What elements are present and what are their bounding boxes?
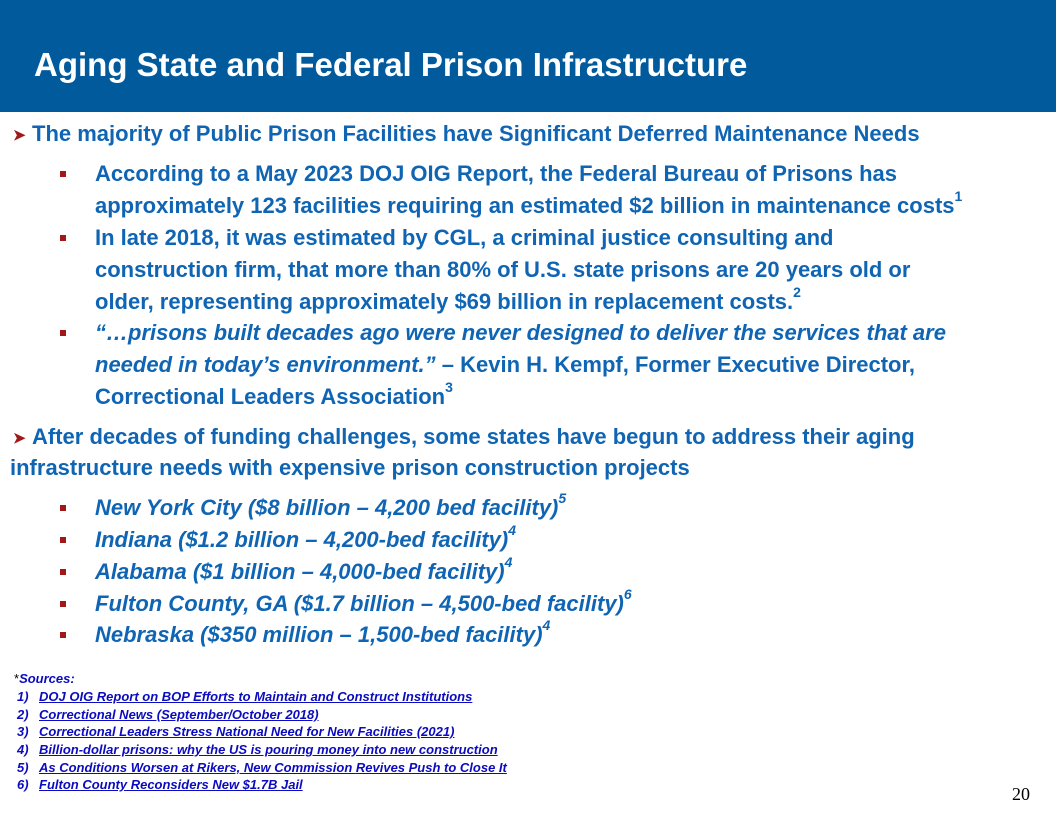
square-bullet-icon <box>60 235 66 241</box>
attribution-text: Correctional Leaders Association <box>95 384 446 409</box>
footnote-ref: 6 <box>623 586 632 602</box>
source-item: 2) Correctional News (September/October 2… <box>17 707 319 723</box>
sources-label-text: Sources: <box>19 671 75 686</box>
source-number: 3) <box>17 724 29 739</box>
square-bullet-icon <box>60 171 66 177</box>
square-bullet-icon <box>60 632 66 638</box>
quote-line: needed in today’s environment.” – Kevin … <box>95 352 915 378</box>
source-item: 4) Billion-dollar prisons: why the US is … <box>17 742 498 758</box>
section2-heading: infrastructure needs with expensive pris… <box>10 455 690 480</box>
bullet-line: approximately 123 facilities requiring a… <box>95 189 962 219</box>
sources-label: *Sources: <box>14 671 75 687</box>
source-item: 6) Fulton County Reconsiders New $1.7B Ja… <box>17 777 303 793</box>
square-bullet-icon <box>60 537 66 543</box>
bullet-line: construction firm, that more than 80% of… <box>95 257 911 282</box>
project-item: Fulton County, GA ($1.7 billion – 4,500-… <box>95 587 632 617</box>
source-number: 1) <box>17 689 29 704</box>
bullet-line: According to a May 2023 DOJ OIG Report, … <box>95 161 897 186</box>
source-item: 3) Correctional Leaders Stress National N… <box>17 724 454 740</box>
square-bullet-icon <box>60 569 66 575</box>
source-link[interactable]: Fulton County Reconsiders New $1.7B Jail <box>39 777 303 792</box>
quote-text: needed in today’s environment.” <box>95 352 436 377</box>
page-number: 20 <box>1012 784 1030 804</box>
source-link[interactable]: DOJ OIG Report on BOP Efforts to Maintai… <box>39 689 473 704</box>
section1-heading: The majority of Public Prison Facilities… <box>32 121 920 146</box>
project-text: New York City ($8 billion – 4,200 bed fa… <box>95 495 559 520</box>
bullet-line: In late 2018, it was estimated by CGL, a… <box>95 225 834 250</box>
arrow-bullet-icon: ➤ <box>13 127 26 144</box>
project-item: Nebraska ($350 million – 1,500-bed facil… <box>95 618 550 648</box>
arrow-bullet-icon: ➤ <box>13 430 26 447</box>
source-link[interactable]: As Conditions Worsen at Rikers, New Comm… <box>39 760 507 775</box>
asterisk: * <box>14 671 20 686</box>
source-item: 5) As Conditions Worsen at Rikers, New Co… <box>17 760 507 776</box>
source-link[interactable]: Correctional Leaders Stress National Nee… <box>39 724 455 739</box>
source-number: 5) <box>17 760 29 775</box>
project-text: Alabama ($1 billion – 4,000-bed facility… <box>95 559 505 584</box>
slide-title: Aging State and Federal Prison Infrastru… <box>34 46 748 83</box>
project-text: Nebraska ($350 million – 1,500-bed facil… <box>95 622 543 647</box>
footnote-ref: 2 <box>793 284 801 300</box>
square-bullet-icon <box>60 601 66 607</box>
title-bar: Aging State and Federal Prison Infrastru… <box>0 0 1056 112</box>
project-item: New York City ($8 billion – 4,200 bed fa… <box>95 491 566 521</box>
footnote-ref: 5 <box>558 490 567 506</box>
bullet-text: older, representing approximately $69 bi… <box>95 289 794 314</box>
attribution-line: Correctional Leaders Association3 <box>95 380 453 410</box>
footnote-ref: 4 <box>508 522 517 538</box>
project-text: Indiana ($1.2 billion – 4,200-bed facili… <box>95 527 509 552</box>
source-link[interactable]: Billion-dollar prisons: why the US is po… <box>39 742 498 757</box>
source-link[interactable]: Correctional News (September/October 201… <box>39 707 319 722</box>
quote-line: “…prisons built decades ago were never d… <box>95 320 946 345</box>
project-item: Indiana ($1.2 billion – 4,200-bed facili… <box>95 523 516 553</box>
attribution-text: – Kevin H. Kempf, Former Executive Direc… <box>435 352 915 377</box>
footnote-ref: 4 <box>542 617 551 633</box>
footnote-ref: 3 <box>445 379 453 395</box>
square-bullet-icon <box>60 505 66 511</box>
source-number: 4) <box>17 742 29 757</box>
project-item: Alabama ($1 billion – 4,000-bed facility… <box>95 555 512 585</box>
project-text: Fulton County, GA ($1.7 billion – 4,500-… <box>95 591 624 616</box>
footnote-ref: 1 <box>954 188 963 204</box>
bullet-text: approximately 123 facilities requiring a… <box>95 193 955 218</box>
footnote-ref: 4 <box>504 554 513 570</box>
source-number: 6) <box>17 777 29 792</box>
bullet-line: older, representing approximately $69 bi… <box>95 285 801 315</box>
source-item: 1) DOJ OIG Report on BOP Efforts to Maint… <box>17 689 472 705</box>
source-number: 2) <box>17 707 29 722</box>
section2-heading: After decades of funding challenges, som… <box>32 424 915 449</box>
square-bullet-icon <box>60 330 66 336</box>
